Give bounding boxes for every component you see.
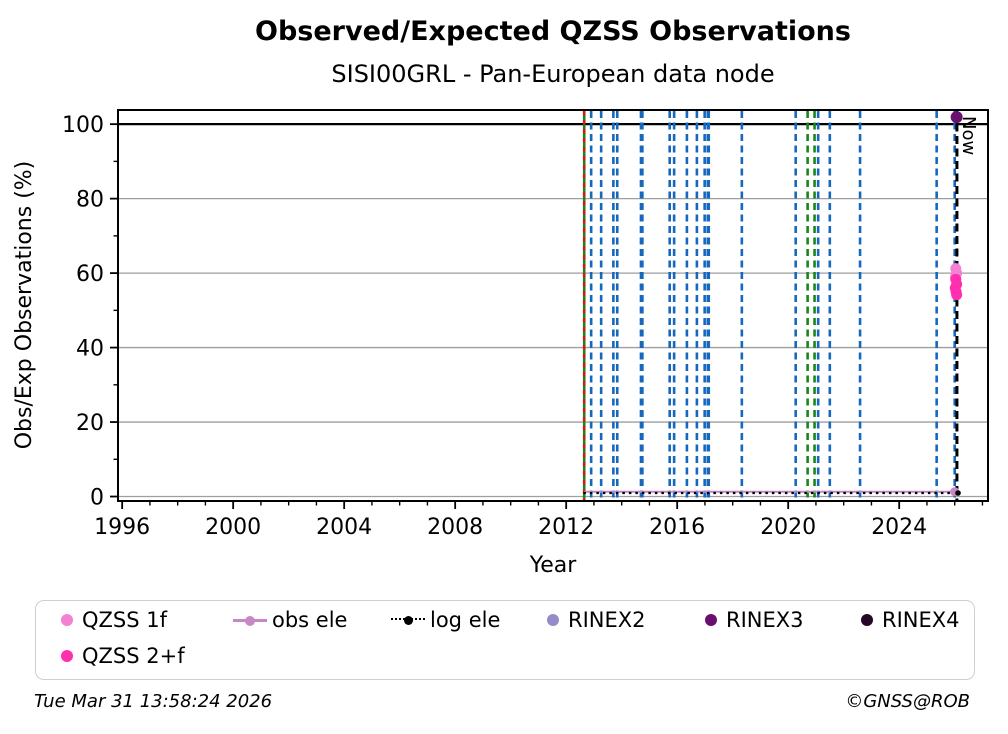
y-tick-label: 20 <box>76 411 104 436</box>
data-points <box>949 111 963 497</box>
legend-item-qzss-1f: QZSS 1f <box>61 605 167 635</box>
plot-border <box>117 109 989 502</box>
legend-item-rinex3: RINEX3 <box>705 605 804 635</box>
data-lines <box>583 490 959 495</box>
legend: QZSS 1f obs ele log ele RINEX2 RINEX3 RI… <box>35 600 975 680</box>
legend-label: QZSS 2+f <box>82 644 185 668</box>
legend-label: QZSS 1f <box>82 608 168 632</box>
y-tick-label: 0 <box>90 486 104 511</box>
qzss-1f-marker-icon <box>61 614 73 626</box>
rinex3-marker-icon <box>705 614 717 626</box>
legend-item-rinex4: RINEX4 <box>861 605 960 635</box>
legend-item-obs-ele: obs ele <box>233 605 347 635</box>
rinex2-marker-icon <box>547 614 559 626</box>
axes <box>110 109 989 509</box>
y-tick-label: 100 <box>62 113 104 138</box>
qzss-2f-marker-icon <box>61 650 73 662</box>
legend-item-rinex2: RINEX2 <box>547 605 646 635</box>
log-ele-end-marker <box>955 490 961 496</box>
legend-label: RINEX2 <box>568 608 646 632</box>
legend-item-qzss-2f: QZSS 2+f <box>61 641 185 671</box>
chart-subtitle: SISI00GRL - Pan-European data node <box>331 60 775 88</box>
obs-ele-marker-icon <box>233 614 267 626</box>
gridlines <box>118 197 988 498</box>
plot-timestamp: Tue Mar 31 13:58:24 2026 <box>34 691 273 712</box>
tick-labels: 1996 2000 2004 2008 2012 2016 2020 2024 0 20 40 60 8… <box>62 113 927 540</box>
now-label: Now <box>958 116 979 155</box>
copyright-credit: ©GNSS@ROB <box>845 691 970 712</box>
legend-label: RINEX3 <box>726 608 804 632</box>
chart-title: Observed/Expected QZSS Observations <box>255 16 851 47</box>
qzss-2-f-point <box>951 289 963 301</box>
legend-label: RINEX4 <box>882 608 960 632</box>
x-tick-label: 2000 <box>205 515 261 540</box>
x-tick-label: 2016 <box>649 515 705 540</box>
legend-label: log ele <box>430 608 501 632</box>
x-tick-label: 2020 <box>760 515 816 540</box>
rinex3-point <box>950 111 963 124</box>
legend-label: obs ele <box>272 608 348 632</box>
qzss-observations-chart: 1996 2000 2004 2008 2012 2016 2020 2024 0 20 40 60 8… <box>12 109 989 578</box>
log-ele-marker-icon <box>391 614 425 626</box>
x-tick-label: 2024 <box>871 515 927 540</box>
rinex4-marker-icon <box>861 614 873 626</box>
x-tick-label: 2008 <box>427 515 483 540</box>
x-tick-label: 2012 <box>538 515 594 540</box>
y-axis-label: Obs/Exp Observations (%) <box>12 161 37 450</box>
x-tick-label: 1996 <box>94 515 150 540</box>
y-tick-label: 80 <box>76 188 104 213</box>
y-tick-label: 40 <box>76 337 104 362</box>
y-tick-label: 60 <box>76 262 104 287</box>
x-axis-label: Year <box>529 553 578 578</box>
legend-item-log-ele: log ele <box>391 605 500 635</box>
event-lines <box>582 111 956 500</box>
x-tick-label: 2004 <box>316 515 372 540</box>
